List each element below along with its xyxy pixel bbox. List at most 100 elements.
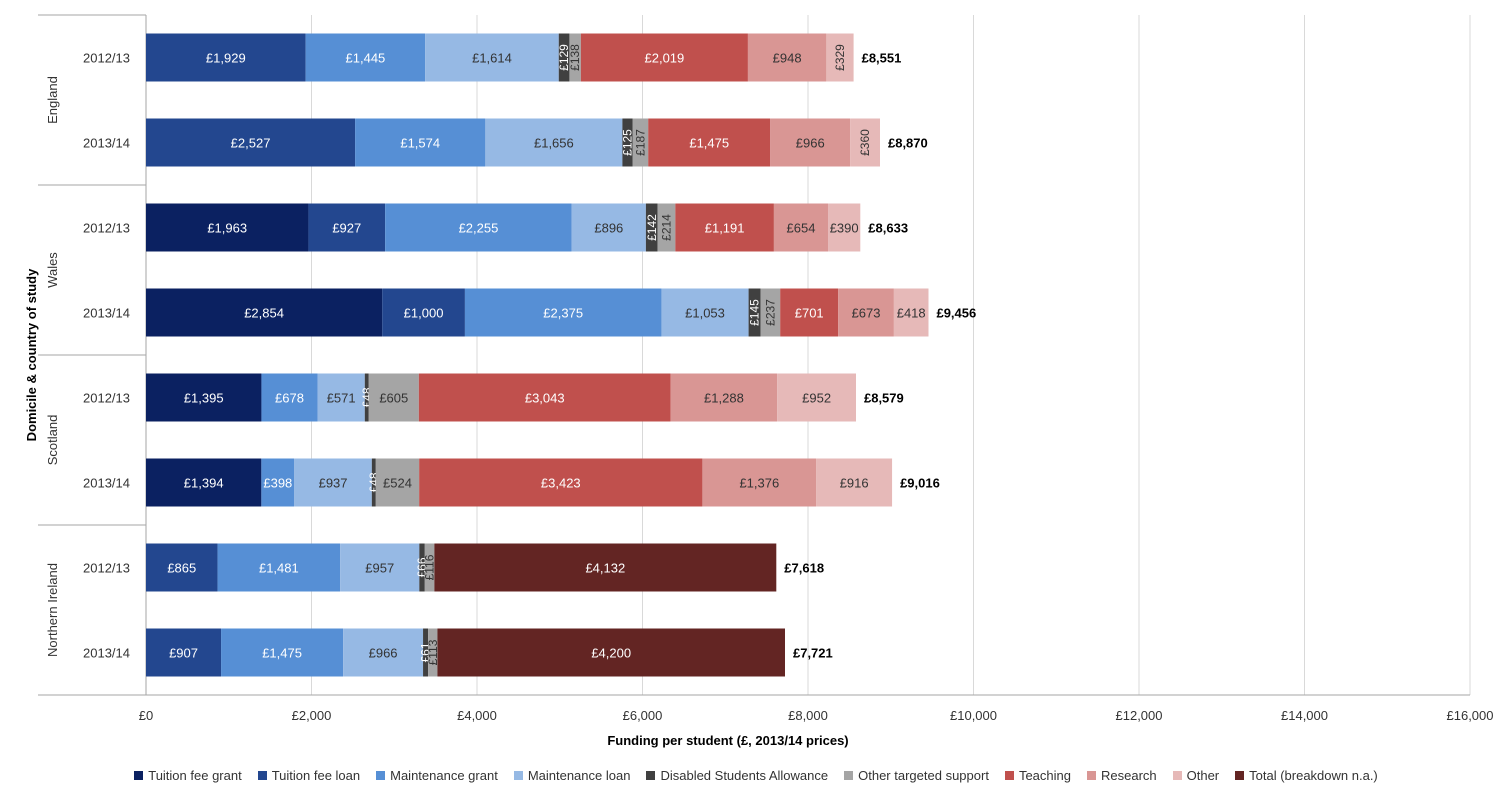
bar-segment-other-targeted-support: [657, 203, 676, 252]
data-label: £1,394: [184, 476, 224, 491]
data-label: £1,929: [206, 51, 246, 66]
data-label: £605: [379, 391, 408, 406]
bar-segment-disabled-students-allowance: [645, 203, 658, 252]
bar-segment-maintenance-loan: [294, 458, 372, 507]
bar-segment-maintenance-loan: [661, 288, 749, 337]
total-label: £8,579: [864, 391, 904, 406]
legend-swatch: [513, 771, 523, 780]
bar-segment-other-targeted-support: [428, 628, 438, 677]
data-label: £957: [365, 561, 394, 576]
group-label-england: England: [45, 76, 60, 124]
legend-label: Other targeted support: [858, 768, 989, 783]
data-label: £418: [897, 306, 926, 321]
bar-segment-maintenance-grant: [261, 458, 295, 507]
data-label: £1,475: [689, 136, 729, 151]
legend-label: Tuition fee grant: [148, 768, 242, 783]
legend-item-maintenance-loan: Maintenance loan: [513, 768, 630, 783]
bar-segment-teaching: [675, 203, 774, 252]
bar-segment-maintenance-loan: [485, 118, 623, 167]
data-label: £966: [369, 646, 398, 661]
legend-label: Teaching: [1018, 768, 1071, 783]
data-label: £937: [319, 476, 348, 491]
data-label: £2,255: [459, 221, 499, 236]
data-label: £187: [633, 129, 647, 156]
total-label: £7,618: [784, 561, 824, 576]
total-label: £8,633: [868, 221, 908, 236]
bar-segment-tuition-fee-loan: [146, 118, 356, 167]
chart-legend: Tuition fee grant Tuition fee loan Mainten…: [0, 768, 1512, 783]
data-label: £2,375: [543, 306, 583, 321]
data-label: £2,019: [645, 51, 685, 66]
bar-segment-maintenance-loan: [340, 543, 420, 592]
bar-segment-other: [777, 373, 856, 422]
data-label: £390: [830, 221, 859, 236]
data-label: £1,963: [207, 221, 247, 236]
x-tick-label: £6,000: [623, 708, 663, 723]
data-label: £966: [796, 136, 825, 151]
legend-swatch: [134, 771, 144, 780]
bar-segment-maintenance-grant: [221, 628, 344, 677]
bar-segment-other-targeted-support: [760, 288, 781, 337]
data-label: £237: [763, 299, 777, 326]
bar-segment-maintenance-loan: [571, 203, 646, 252]
bar-segment-total-breakdown-n-a-: [434, 543, 777, 592]
data-label: £3,043: [525, 391, 565, 406]
data-label: £214: [659, 214, 673, 241]
bar-segment-maintenance-loan: [425, 33, 559, 82]
legend-swatch: [376, 771, 386, 780]
data-label: £865: [167, 561, 196, 576]
legend-swatch: [1004, 771, 1014, 780]
group-label-northern-ireland: Northern Ireland: [45, 563, 60, 657]
data-label: £4,200: [591, 646, 631, 661]
bar-segment-maintenance-grant: [385, 203, 572, 252]
data-label: £678: [275, 391, 304, 406]
bar-segment-teaching: [780, 288, 839, 337]
total-label: £9,456: [936, 306, 976, 321]
data-label: £701: [795, 306, 824, 321]
stacked-bar-chart: £0 £2,000 £4,000 £6,000 £8,000 £10,000 £12,000…: [24, 14, 1494, 748]
legend-item-teaching: Teaching: [1004, 768, 1071, 783]
data-label: £142: [645, 214, 659, 241]
data-label: £1,376: [739, 476, 779, 491]
bar-segment-disabled-students-allowance: [748, 288, 761, 337]
bar-segment-tuition-fee-grant: [146, 203, 309, 252]
x-tick-label: £12,000: [1116, 708, 1163, 723]
data-label: £673: [852, 306, 881, 321]
x-tick-label: £16,000: [1447, 708, 1494, 723]
y-axis-title: Domicile & country of study: [24, 268, 39, 441]
legend-item-maintenance-grant: Maintenance grant: [376, 768, 498, 783]
data-label: £524: [383, 476, 412, 491]
legend-swatch: [844, 771, 854, 780]
bar-segment-disabled-students-allowance: [622, 118, 633, 167]
data-label: £654: [787, 221, 816, 236]
data-label: £125: [621, 129, 635, 156]
data-label: £113: [426, 639, 440, 665]
data-label: £116: [423, 554, 437, 580]
group-label-wales: Wales: [45, 252, 60, 288]
bar-segment-other: [893, 288, 929, 337]
data-label: £1,614: [472, 51, 512, 66]
data-label: £1,053: [685, 306, 725, 321]
legend-item-tuition-fee-loan: Tuition fee loan: [257, 768, 361, 783]
data-label: £129: [557, 44, 571, 71]
bar-segment-research: [670, 373, 778, 422]
legend-label: Tuition fee loan: [271, 768, 361, 783]
data-label: £1,191: [705, 221, 745, 236]
total-label: £9,016: [900, 476, 940, 491]
data-label: £1,000: [404, 306, 444, 321]
bar-segment-research: [702, 458, 817, 507]
data-label: £916: [840, 476, 869, 491]
bar-segment-other-targeted-support: [569, 33, 581, 82]
data-label: £952: [802, 391, 831, 406]
x-tick-label: £10,000: [950, 708, 997, 723]
legend-swatch: [1086, 771, 1096, 780]
bar-segment-tuition-fee-loan: [308, 203, 386, 252]
legend-swatch: [1172, 771, 1182, 780]
bar-segment-maintenance-loan: [343, 628, 424, 677]
x-tick-label: £4,000: [457, 708, 497, 723]
bar-segment-teaching: [580, 33, 748, 82]
row-label: 2013/14: [83, 136, 130, 151]
legend-label: Disabled Students Allowance: [660, 768, 829, 783]
data-label: £3,423: [541, 476, 581, 491]
